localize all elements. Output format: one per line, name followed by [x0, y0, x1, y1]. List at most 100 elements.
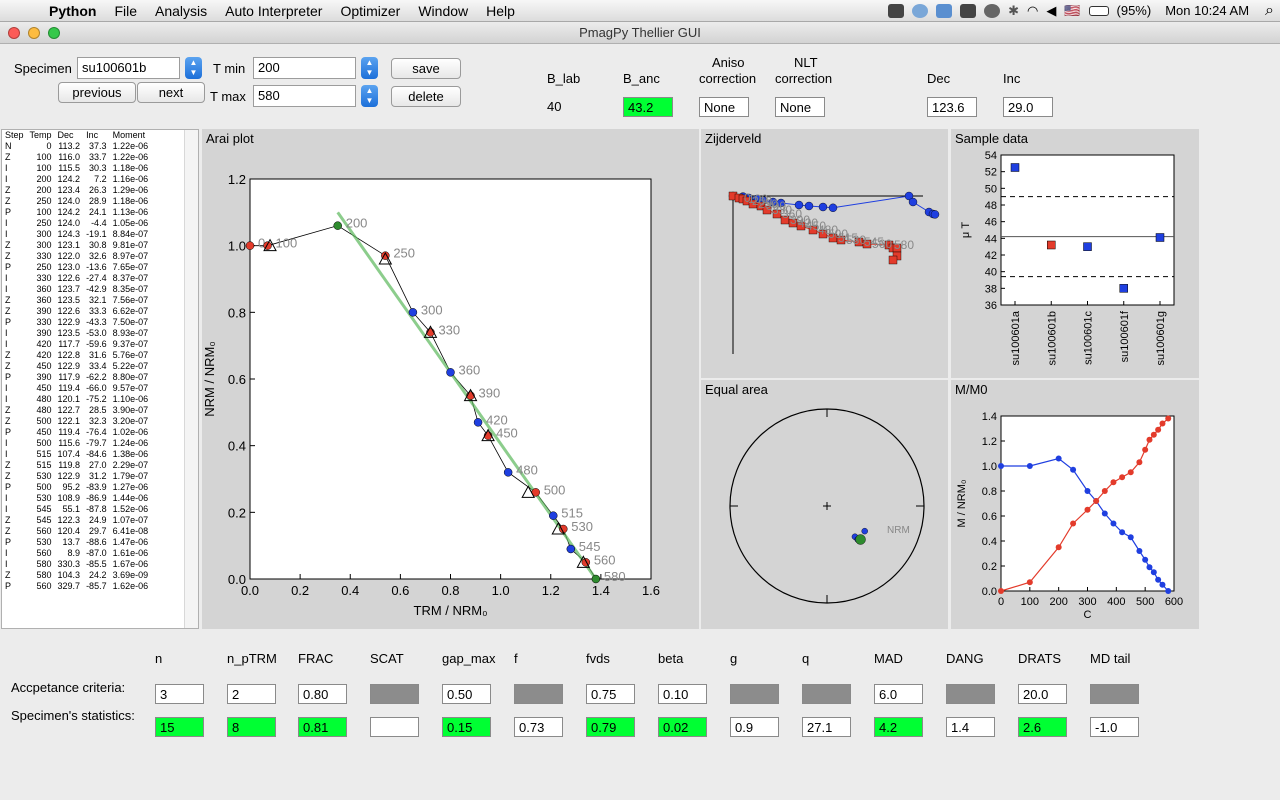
battery-icon[interactable]	[1088, 5, 1109, 16]
criteria-dang[interactable]	[946, 684, 995, 704]
log-row[interactable]: I 580 330.3 -85.5 1.67e-06	[2, 559, 151, 570]
log-row[interactable]: Z 530 122.9 31.2 1.79e-07	[2, 471, 151, 482]
log-row[interactable]: I 300 124.3 -19.1 8.84e-07	[2, 229, 151, 240]
spotlight-icon[interactable]: ⌕	[1265, 1, 1274, 19]
menu-analysis[interactable]: Analysis	[155, 2, 208, 19]
log-row[interactable]: P 450 119.4 -76.4 1.02e-06	[2, 427, 151, 438]
log-row[interactable]: P 330 122.9 -43.3 7.50e-07	[2, 317, 151, 328]
mm0-plot[interactable]: 0 100 200 300 400 500 600 0.0 0.2 0.4 0.6 0.8 1.0 1.2…	[951, 380, 1199, 629]
log-row[interactable]: Z 300 123.1 30.8 9.81e-07	[2, 240, 151, 251]
mm0-point	[1026, 579, 1033, 586]
menu-app-python[interactable]: Python	[49, 2, 97, 19]
log-row[interactable]: P 390 117.9 -62.2 8.80e-07	[2, 372, 151, 383]
close-window-button[interactable]	[8, 27, 20, 39]
stat-header-drats: DRATS	[1018, 651, 1062, 666]
previous-button[interactable]: previous	[58, 82, 136, 103]
tmax-field[interactable]: 580	[253, 85, 356, 107]
tmax-stepper[interactable]: ▲ ▼	[361, 85, 378, 107]
log-row[interactable]: Z 200 123.4 26.3 1.29e-06	[2, 185, 151, 196]
criteria-n-ptrm[interactable]: 2	[227, 684, 276, 704]
log-row[interactable]: I 390 123.5 -53.0 8.93e-07	[2, 328, 151, 339]
menu-auto-interpreter[interactable]: Auto Interpreter	[225, 2, 323, 19]
volume-icon[interactable]: ◀	[1046, 2, 1057, 18]
log-row[interactable]: I 200 124.2 7.2 1.16e-06	[2, 174, 151, 185]
log-row[interactable]: P 530 13.7 -88.6 1.47e-06	[2, 537, 151, 548]
criteria-drats[interactable]: 20.0	[1018, 684, 1067, 704]
log-row[interactable]: Z 390 122.6 33.3 6.62e-07	[2, 306, 151, 317]
tmin-stepper[interactable]: ▲ ▼	[361, 57, 378, 79]
log-row[interactable]: Z 580 104.3 24.2 3.69e-09	[2, 570, 151, 581]
criteria-g[interactable]	[730, 684, 779, 704]
next-button[interactable]: next	[137, 82, 205, 103]
log-row[interactable]: I 450 119.4 -66.0 9.57e-07	[2, 383, 151, 394]
bluetooth-icon[interactable]: ✱	[1008, 2, 1019, 18]
log-row[interactable]: I 360 123.7 -42.9 8.35e-07	[2, 284, 151, 295]
log-row[interactable]: Z 515 119.8 27.0 2.29e-07	[2, 460, 151, 471]
log-row[interactable]: Z 360 123.5 32.1 7.56e-07	[2, 295, 151, 306]
adobe-icon[interactable]	[960, 3, 977, 18]
log-row[interactable]: P 560 329.7 -85.7 1.62e-06	[2, 581, 151, 592]
log-row[interactable]: P 250 123.0 -13.6 7.65e-07	[2, 262, 151, 273]
log-row[interactable]: Z 560 120.4 29.7 6.41e-08	[2, 526, 151, 537]
log-row[interactable]: I 530 108.9 -86.9 1.44e-06	[2, 493, 151, 504]
log-row[interactable]: I 420 117.7 -59.6 9.37e-07	[2, 339, 151, 350]
log-row[interactable]: P 500 95.2 -83.9 1.27e-06	[2, 482, 151, 493]
menu-help[interactable]: Help	[486, 2, 515, 19]
log-row[interactable]: I 500 115.6 -79.7 1.24e-06	[2, 438, 151, 449]
criteria-frac[interactable]: 0.80	[298, 684, 347, 704]
equal-area-plot[interactable]: NRM	[701, 380, 948, 629]
specimen-field[interactable]: su100601b	[77, 57, 180, 79]
log-row[interactable]: Z 330 122.0 32.6 8.97e-07	[2, 251, 151, 262]
dropbox-icon[interactable]	[936, 3, 953, 18]
log-row[interactable]: I 330 122.6 -27.4 8.37e-07	[2, 273, 151, 284]
delete-button[interactable]: delete	[391, 86, 461, 107]
measurement-log[interactable]: Step Temp Dec Inc Moment N 0 113.2 37.3 1.22e-06…	[1, 129, 199, 629]
menu-file[interactable]: File	[114, 2, 138, 19]
save-button[interactable]: save	[391, 58, 461, 79]
log-row[interactable]: P 100 124.2 24.1 1.13e-06	[2, 207, 151, 218]
criteria-gap-max[interactable]: 0.50	[442, 684, 491, 704]
log-row[interactable]: Z 250 124.0 28.9 1.18e-06	[2, 196, 151, 207]
globe-icon[interactable]	[912, 3, 929, 18]
log-row[interactable]: I 545 55.1 -87.8 1.52e-06	[2, 504, 151, 515]
sample-data-plot[interactable]: 36 38 40 42 44 46 48 50 52 54 μ T su100601a su100601…	[951, 129, 1199, 378]
time-machine-icon[interactable]	[984, 3, 1001, 18]
log-row[interactable]: Z 450 122.9 33.4 5.22e-07	[2, 361, 151, 372]
minimize-window-button[interactable]	[28, 27, 40, 39]
arai-point-label: 545	[579, 539, 601, 554]
log-cell: 33.7	[89, 152, 107, 162]
flag-icon[interactable]: 🇺🇸	[1064, 2, 1081, 18]
criteria-scat[interactable]	[370, 684, 419, 704]
arai-plot[interactable]: 0.0 0.2 0.4 0.6 0.8 1.0 1.2 1.4 1.6 0.0 0.2 0.4 0.6 0…	[202, 129, 699, 629]
log-row[interactable]: Z 420 122.8 31.6 5.76e-07	[2, 350, 151, 361]
criteria-mad[interactable]: 6.0	[874, 684, 923, 704]
log-scrollbar[interactable]	[184, 130, 198, 628]
zijderveld-plot[interactable]: 0100200250300330360390420450480500515530…	[701, 129, 948, 378]
log-row[interactable]: Z 100 116.0 33.7 1.22e-06	[2, 152, 151, 163]
log-row[interactable]: I 560 8.9 -87.0 1.61e-06	[2, 548, 151, 559]
menu-optimizer[interactable]: Optimizer	[340, 2, 401, 19]
tmin-field[interactable]: 200	[253, 57, 356, 79]
wifi-icon[interactable]: ◠	[1026, 2, 1039, 18]
arai-point	[408, 308, 418, 317]
log-row[interactable]: I 515 107.4 -84.6 1.38e-06	[2, 449, 151, 460]
criteria-fvds[interactable]: 0.75	[586, 684, 635, 704]
evernote-icon[interactable]	[888, 3, 905, 18]
criteria-md-tail[interactable]	[1090, 684, 1139, 704]
criteria-f[interactable]	[514, 684, 563, 704]
log-row[interactable]: Z 545 122.3 24.9 1.07e-07	[2, 515, 151, 526]
log-row[interactable]: N 0 113.2 37.3 1.22e-06	[2, 141, 151, 152]
criteria-q[interactable]	[802, 684, 851, 704]
log-row[interactable]: Z 480 122.7 28.5 3.90e-07	[2, 405, 151, 416]
clock[interactable]: Mon 10:24 AM	[1165, 3, 1250, 18]
log-row[interactable]: Z 500 122.1 32.3 3.20e-07	[2, 416, 151, 427]
log-row[interactable]: I 480 120.1 -75.2 1.10e-06	[2, 394, 151, 405]
criteria-n[interactable]: 3	[155, 684, 204, 704]
log-row[interactable]: I 100 115.5 30.3 1.18e-06	[2, 163, 151, 174]
log-row[interactable]: I 250 124.0 -4.4 1.05e-06	[2, 218, 151, 229]
zoom-window-button[interactable]	[48, 27, 60, 39]
menu-window[interactable]: Window	[418, 2, 469, 19]
log-cell: 8.35e-07	[112, 284, 149, 294]
criteria-beta[interactable]: 0.10	[658, 684, 707, 704]
specimen-stepper[interactable]: ▲ ▼	[185, 57, 202, 79]
